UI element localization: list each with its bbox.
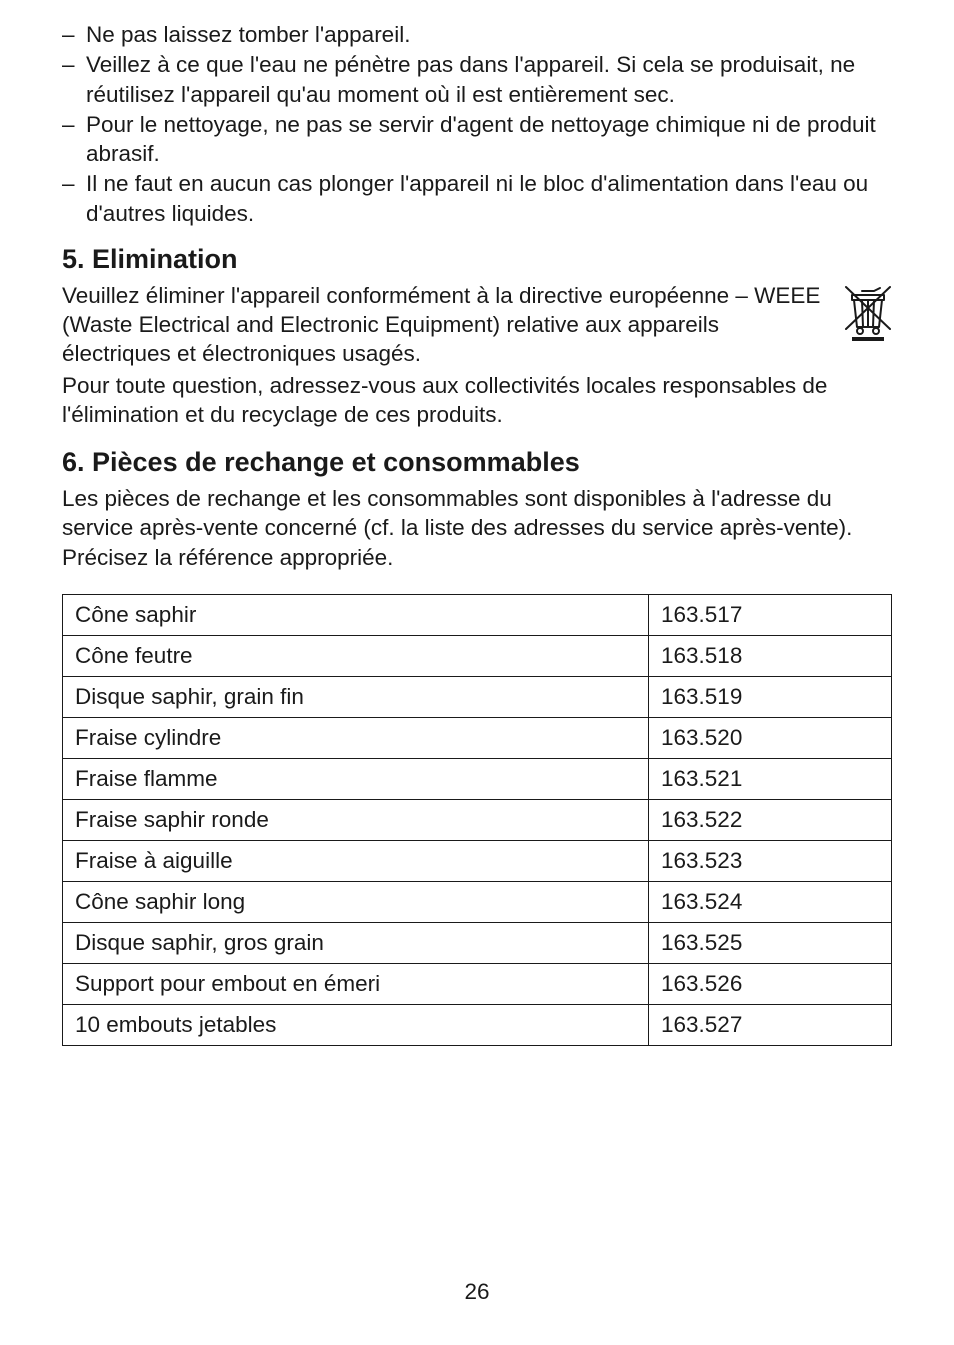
list-item: –Il ne faut en aucun cas plonger l'appar… [62, 169, 892, 228]
section5-title: 5. Elimination [62, 244, 892, 275]
part-name: Fraise flamme [63, 758, 649, 799]
section5-content: Veuillez éliminer l'appareil conformémen… [62, 281, 892, 429]
parts-table-body: Cône saphir 163.517 Cône feutre 163.518 … [63, 594, 892, 1045]
part-ref: 163.519 [649, 676, 892, 717]
list-item: –Pour le nettoyage, ne pas se servir d'a… [62, 110, 892, 169]
part-name: Disque saphir, gros grain [63, 922, 649, 963]
part-ref: 163.523 [649, 840, 892, 881]
dash-marker: – [62, 110, 75, 139]
part-ref: 163.522 [649, 799, 892, 840]
part-name: Cône feutre [63, 635, 649, 676]
part-ref: 163.517 [649, 594, 892, 635]
list-item-text: Veillez à ce que l'eau ne pénètre pas da… [86, 52, 855, 106]
precautions-list: –Ne pas laissez tomber l'appareil. –Veil… [62, 20, 892, 228]
section6-title: 6. Pièces de rechange et consommables [62, 447, 892, 478]
page: –Ne pas laissez tomber l'appareil. –Veil… [0, 0, 954, 1345]
table-row: Support pour embout en émeri 163.526 [63, 963, 892, 1004]
weee-bin-icon [844, 285, 892, 348]
dash-marker: – [62, 50, 75, 79]
part-name: Fraise cylindre [63, 717, 649, 758]
table-row: Disque saphir, gros grain 163.525 [63, 922, 892, 963]
part-ref: 163.526 [649, 963, 892, 1004]
part-ref: 163.518 [649, 635, 892, 676]
page-number: 26 [0, 1279, 954, 1305]
weee-bin-svg [844, 285, 892, 343]
table-row: Fraise flamme 163.521 [63, 758, 892, 799]
part-name: Support pour embout en émeri [63, 963, 649, 1004]
part-ref: 163.525 [649, 922, 892, 963]
part-name: Cône saphir [63, 594, 649, 635]
list-item-text: Ne pas laissez tomber l'appareil. [86, 22, 410, 47]
part-ref: 163.524 [649, 881, 892, 922]
dash-marker: – [62, 20, 75, 49]
part-name: Cône saphir long [63, 881, 649, 922]
table-row: Disque saphir, grain fin 163.519 [63, 676, 892, 717]
table-row: Fraise à aiguille 163.523 [63, 840, 892, 881]
section6-intro: Les pièces de rechange et les consommabl… [62, 484, 892, 572]
part-ref: 163.520 [649, 717, 892, 758]
list-item: –Veillez à ce que l'eau ne pénètre pas d… [62, 50, 892, 109]
part-ref: 163.527 [649, 1004, 892, 1045]
table-row: Fraise saphir ronde 163.522 [63, 799, 892, 840]
part-ref: 163.521 [649, 758, 892, 799]
part-name: Disque saphir, grain fin [63, 676, 649, 717]
list-item-text: Il ne faut en aucun cas plonger l'appare… [86, 171, 868, 225]
table-row: Cône feutre 163.518 [63, 635, 892, 676]
section5-para2: Pour toute question, adressez-vous aux c… [62, 371, 892, 430]
section5-para1: Veuillez éliminer l'appareil conformémen… [62, 281, 892, 369]
table-row: 10 embouts jetables 163.527 [63, 1004, 892, 1045]
part-name: 10 embouts jetables [63, 1004, 649, 1045]
list-item: –Ne pas laissez tomber l'appareil. [62, 20, 892, 49]
part-name: Fraise à aiguille [63, 840, 649, 881]
list-item-text: Pour le nettoyage, ne pas se servir d'ag… [86, 112, 876, 166]
table-row: Cône saphir 163.517 [63, 594, 892, 635]
dash-marker: – [62, 169, 75, 198]
parts-table: Cône saphir 163.517 Cône feutre 163.518 … [62, 594, 892, 1046]
part-name: Fraise saphir ronde [63, 799, 649, 840]
table-row: Fraise cylindre 163.520 [63, 717, 892, 758]
table-row: Cône saphir long 163.524 [63, 881, 892, 922]
